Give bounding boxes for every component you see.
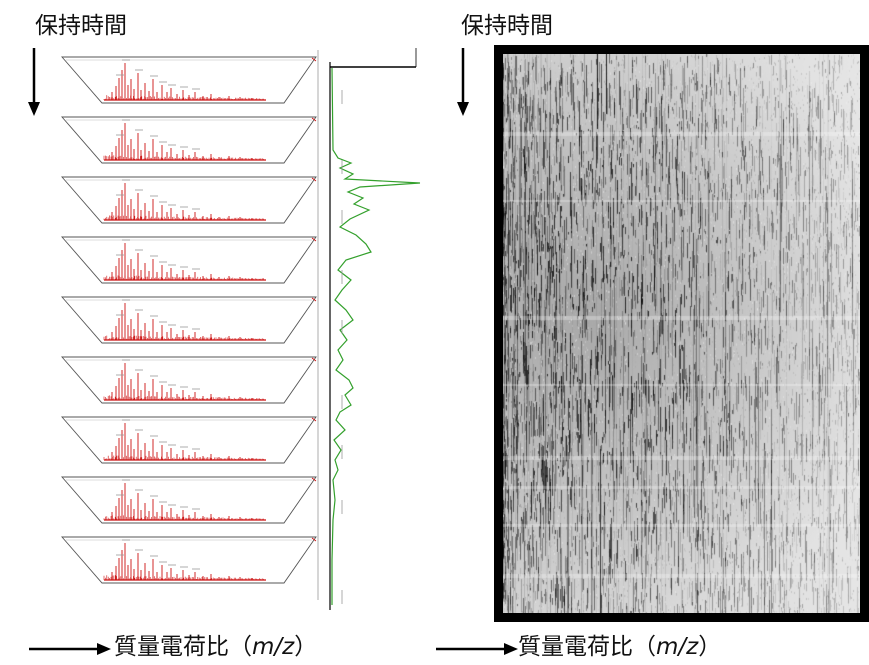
spectrum-outline: [61, 476, 317, 524]
spectrum-panel: [61, 56, 317, 104]
spectrum-corner-mark: [311, 417, 317, 422]
stacked-spectra-figure: [61, 48, 421, 610]
spectrum-corner-mark: [311, 237, 317, 242]
mz-label-prefix: 質量電荷比（: [518, 634, 656, 660]
intensity-map-image: [503, 54, 860, 613]
spectrum-corner-mark: [311, 117, 317, 122]
spectrum-corner-mark: [311, 537, 317, 542]
spectrum-outline: [61, 116, 317, 164]
mz-axis-label-right: 質量電荷比（m/z）: [518, 633, 721, 661]
spectrum-panel: [61, 356, 317, 404]
spectrum-outline: [61, 356, 317, 404]
spectrum-panel: [61, 116, 317, 164]
mz-label-suffix: ）: [698, 634, 722, 660]
mz-label-italic: m/z: [656, 634, 699, 660]
mz-label-suffix: ）: [294, 634, 318, 660]
spectrum-panel: [61, 536, 317, 584]
spectrum-corner-mark: [311, 357, 317, 362]
intensity-map-frame: [494, 45, 869, 622]
retention-time-label-left: 保持時間: [35, 13, 127, 39]
down-arrow-icon: [28, 48, 40, 116]
spectrum-outline: [61, 236, 317, 284]
spectrum-corner-mark: [311, 57, 317, 62]
spectrum-panel: [61, 476, 317, 524]
down-arrow-icon: [457, 48, 469, 116]
mz-label-prefix: 質量電荷比（: [114, 634, 252, 660]
spectrum-outline: [61, 56, 317, 104]
spectrum-panel: [61, 416, 317, 464]
right-arrow-icon: [29, 643, 111, 655]
mz-label-italic: m/z: [252, 634, 295, 660]
mz-axis-label-left: 質量電荷比（m/z）: [114, 633, 317, 661]
spectrum-outline: [61, 296, 317, 344]
right-arrow-icon: [436, 643, 518, 655]
spectrum-panel: [61, 296, 317, 344]
spectrum-outline: [61, 536, 317, 584]
spectrum-outline: [61, 416, 317, 464]
retention-time-label-right: 保持時間: [461, 13, 553, 39]
spectrum-corner-mark: [311, 177, 317, 182]
spectrum-panel: [61, 236, 317, 284]
chromatogram-trace: [331, 67, 421, 605]
spectrum-corner-mark: [311, 477, 317, 482]
spectrum-panel: [61, 176, 317, 224]
spectrum-corner-mark: [311, 297, 317, 302]
spectrum-outline: [61, 176, 317, 224]
